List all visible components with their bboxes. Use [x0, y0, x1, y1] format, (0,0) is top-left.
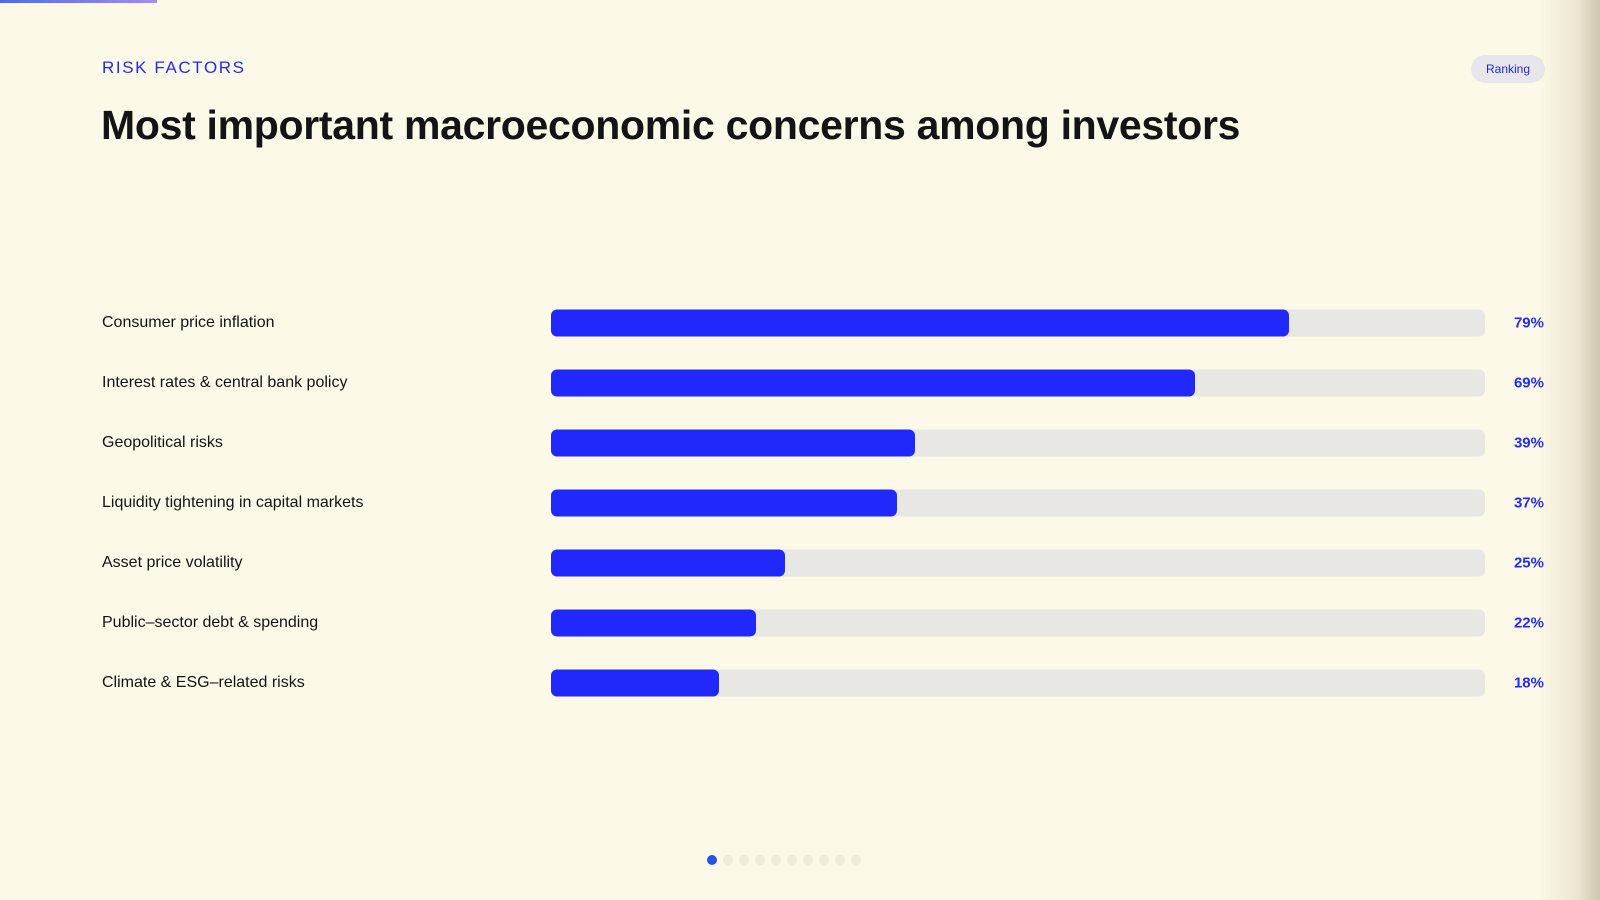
pager-dot[interactable]	[739, 855, 749, 865]
bar-label: Consumer price inflation	[102, 314, 275, 331]
bar	[551, 369, 1195, 397]
bar	[551, 669, 719, 697]
bar-label: Asset price volatility	[102, 554, 243, 571]
bar-value-label: 79%	[1513, 314, 1544, 332]
bar-label: Interest rates & central bank policy	[102, 374, 348, 391]
bar-value-label: 37%	[1513, 494, 1544, 512]
pager-dot[interactable]	[835, 855, 845, 865]
slide-pager	[707, 854, 861, 866]
pager-dot[interactable]	[851, 855, 861, 865]
bar-label: Climate & ESG–related risks	[102, 674, 305, 691]
bar	[551, 429, 915, 457]
section-eyebrow: RISK FACTORS	[102, 58, 246, 77]
bar-label: Geopolitical risks	[102, 434, 223, 451]
bar-label: Public–sector debt & spending	[102, 614, 319, 631]
pager-dot[interactable]	[771, 855, 781, 865]
bar-value-label: 25%	[1513, 554, 1544, 572]
pager-dot[interactable]	[723, 855, 733, 865]
bar-label: Liquidity tightening in capital markets	[102, 494, 364, 511]
bar-value-label: 69%	[1513, 374, 1544, 392]
bar-track	[551, 669, 1485, 697]
bar-value-label: 39%	[1513, 434, 1544, 452]
bar-track	[551, 609, 1485, 637]
bar-value-label: 22%	[1513, 614, 1544, 632]
pager-dot[interactable]	[819, 855, 829, 865]
bar	[551, 489, 897, 517]
pager-dot[interactable]	[803, 855, 813, 865]
pager-dot[interactable]	[755, 855, 765, 865]
bar-track	[551, 309, 1485, 337]
page-title: Most important macroeconomic concerns am…	[101, 102, 1241, 148]
ranking-badge: Ranking	[1471, 55, 1545, 83]
bar	[551, 309, 1289, 337]
bar-value-label: 18%	[1513, 674, 1544, 692]
bar-track	[551, 489, 1485, 517]
bar	[551, 609, 756, 637]
pager-dot-active[interactable]	[707, 855, 717, 865]
bar	[551, 549, 785, 577]
pager-dot[interactable]	[787, 855, 797, 865]
top-progress-accent	[0, 0, 157, 3]
bar-track	[551, 369, 1485, 397]
bar-track	[551, 549, 1485, 577]
bar-track	[551, 429, 1485, 457]
